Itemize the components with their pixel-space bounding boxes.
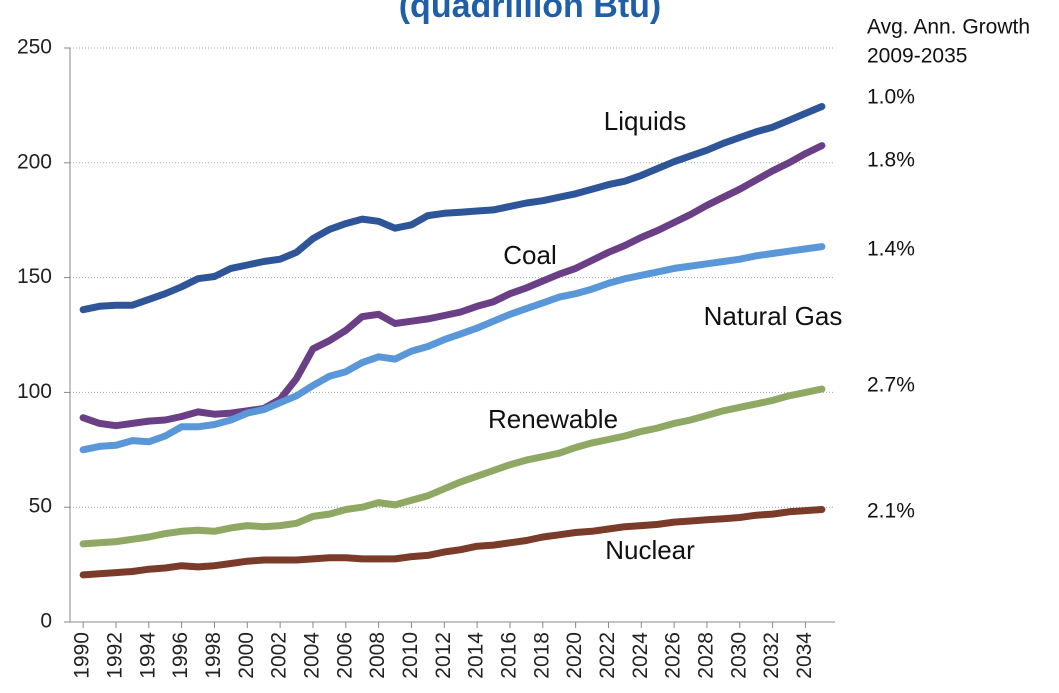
series-label: Coal [503, 240, 556, 270]
x-tick-label: 1996 [169, 632, 192, 679]
x-tick-label: 1994 [136, 632, 159, 679]
x-tick-label: 2000 [235, 632, 258, 679]
growth-rate: 2.1% [867, 500, 915, 523]
series-label: Renewable [488, 404, 618, 434]
x-tick-label: 2002 [268, 632, 291, 679]
series-label: Nuclear [605, 535, 695, 565]
growth-header: 2009-2035 [867, 45, 967, 68]
x-tick-label: 2030 [727, 632, 750, 679]
x-tick-label: 1992 [104, 632, 127, 679]
series-line [79, 142, 826, 430]
series-line [79, 103, 826, 314]
x-tick-label: 2014 [465, 632, 488, 679]
y-tick-label: 0 [40, 610, 52, 633]
x-tick-label: 2022 [596, 632, 619, 679]
y-tick-label: 150 [17, 265, 52, 288]
x-tick-label: 1990 [71, 632, 94, 679]
x-tick-label: 2026 [662, 632, 685, 679]
y-tick-label: 50 [29, 495, 52, 518]
x-tick-label: 2012 [432, 632, 455, 679]
growth-rate: 1.0% [867, 86, 915, 109]
y-tick-label: 250 [17, 36, 52, 59]
y-tick-label: 100 [17, 380, 52, 403]
chart-title: (quadrillion Btu) [399, 0, 662, 25]
x-tick-label: 1998 [202, 632, 225, 679]
growth-rate: 1.8% [867, 149, 915, 172]
series-line [79, 506, 826, 579]
growth-header: Avg. Ann. Growth [867, 16, 1030, 39]
growth-rate: 2.7% [867, 374, 915, 397]
x-tick-label: 2018 [530, 632, 553, 679]
x-tick-label: 2006 [333, 632, 356, 679]
growth-rate: 1.4% [867, 238, 915, 261]
x-tick-label: 2020 [563, 632, 586, 679]
x-tick-label: 2008 [366, 632, 389, 679]
x-tick-label: 2032 [760, 632, 783, 679]
series-label: Natural Gas [704, 301, 843, 331]
x-tick-label: 2010 [399, 632, 422, 679]
x-tick-label: 2028 [694, 632, 717, 679]
x-tick-label: 2016 [498, 632, 521, 679]
series-line [79, 243, 826, 454]
x-tick-label: 2004 [301, 632, 324, 679]
series-line [79, 385, 826, 548]
x-tick-label: 2024 [629, 632, 652, 679]
y-tick-label: 200 [17, 150, 52, 173]
x-tick-label: 2034 [793, 632, 816, 679]
series-label: Liquids [604, 106, 686, 136]
